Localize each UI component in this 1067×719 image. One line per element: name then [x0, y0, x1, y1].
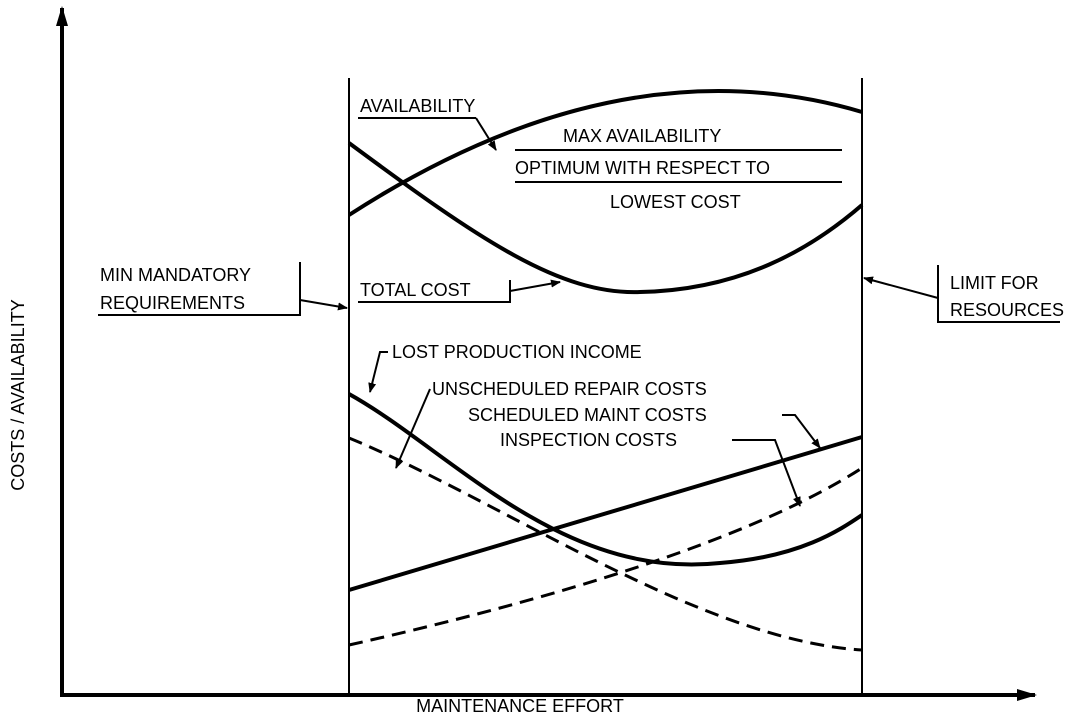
leader — [863, 276, 939, 299]
leader — [782, 414, 821, 449]
total-cost-curve — [347, 141, 864, 295]
label: LOST PRODUCTION INCOME — [392, 342, 642, 362]
label: SCHEDULED MAINT COSTS — [468, 405, 707, 425]
label: UNSCHEDULED REPAIR COSTS — [432, 379, 707, 399]
lost-production-curve — [348, 392, 864, 567]
bracket — [98, 262, 301, 316]
x-label: MAINTENANCE EFFORT — [416, 696, 624, 716]
bracket — [358, 280, 511, 303]
y-label: COSTS / AVAILABILITY — [8, 299, 28, 490]
labels: COSTS / AVAILABILITY MAINTENANCE EFFORT … — [8, 96, 1064, 716]
label: RESOURCES — [950, 300, 1064, 320]
label: LIMIT FOR — [950, 273, 1039, 293]
label: LOWEST COST — [610, 192, 741, 212]
leader — [299, 299, 348, 311]
label: REQUIREMENTS — [100, 293, 245, 313]
label: MIN MANDATORY — [100, 265, 251, 285]
leader — [509, 279, 561, 292]
leader — [732, 439, 801, 507]
bracket — [937, 265, 1060, 323]
label: INSPECTION COSTS — [500, 430, 677, 450]
axes — [56, 6, 1037, 701]
scheduled-curve — [348, 435, 863, 592]
leaders — [98, 117, 1060, 507]
unscheduled-curve — [348, 436, 863, 652]
leader — [368, 351, 388, 393]
leader — [395, 388, 431, 469]
leader — [475, 117, 497, 151]
label: OPTIMUM WITH RESPECT TO — [515, 158, 770, 178]
curves — [347, 89, 864, 652]
label: TOTAL COST — [360, 280, 471, 300]
availability-curve — [347, 89, 863, 217]
label: AVAILABILITY — [360, 96, 475, 116]
inspection-curve — [348, 466, 863, 647]
label: MAX AVAILABILITY — [563, 126, 721, 146]
